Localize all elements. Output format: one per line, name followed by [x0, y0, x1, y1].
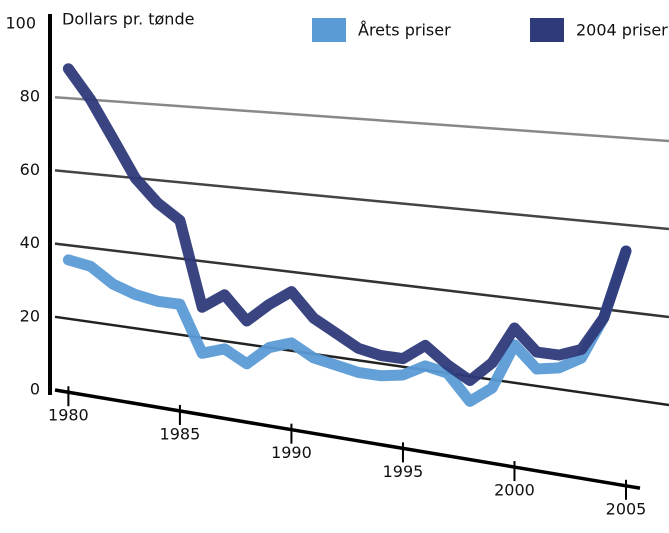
y-axis-label: Dollars pr. tønde	[62, 10, 194, 29]
legend-label: Årets priser	[358, 21, 451, 40]
legend-label: 2004 priser	[576, 21, 668, 40]
series-line	[62, 245, 632, 407]
legend-swatch	[530, 18, 564, 42]
y-tick-label: 0	[30, 380, 40, 399]
grid-line	[54, 242, 669, 319]
x-tick-label: 1990	[271, 443, 312, 462]
legend-swatch	[312, 18, 346, 42]
x-tick-label: 2000	[494, 481, 535, 500]
grid-line	[54, 169, 669, 231]
x-tick-label: 1995	[383, 462, 424, 481]
grid-line	[54, 388, 641, 490]
y-tick-label: 40	[20, 233, 40, 252]
grid-line	[54, 315, 669, 407]
x-tick-label: 1980	[48, 406, 89, 425]
grid-line	[54, 95, 669, 143]
series-line	[62, 63, 632, 387]
y-tick-label: 20	[20, 306, 40, 325]
y-tick-label: 80	[20, 87, 40, 106]
y-tick-label: 100	[5, 14, 36, 33]
x-tick-label: 2005	[606, 499, 647, 518]
x-tick-label: 1985	[160, 424, 201, 443]
y-tick-label: 60	[20, 160, 40, 179]
